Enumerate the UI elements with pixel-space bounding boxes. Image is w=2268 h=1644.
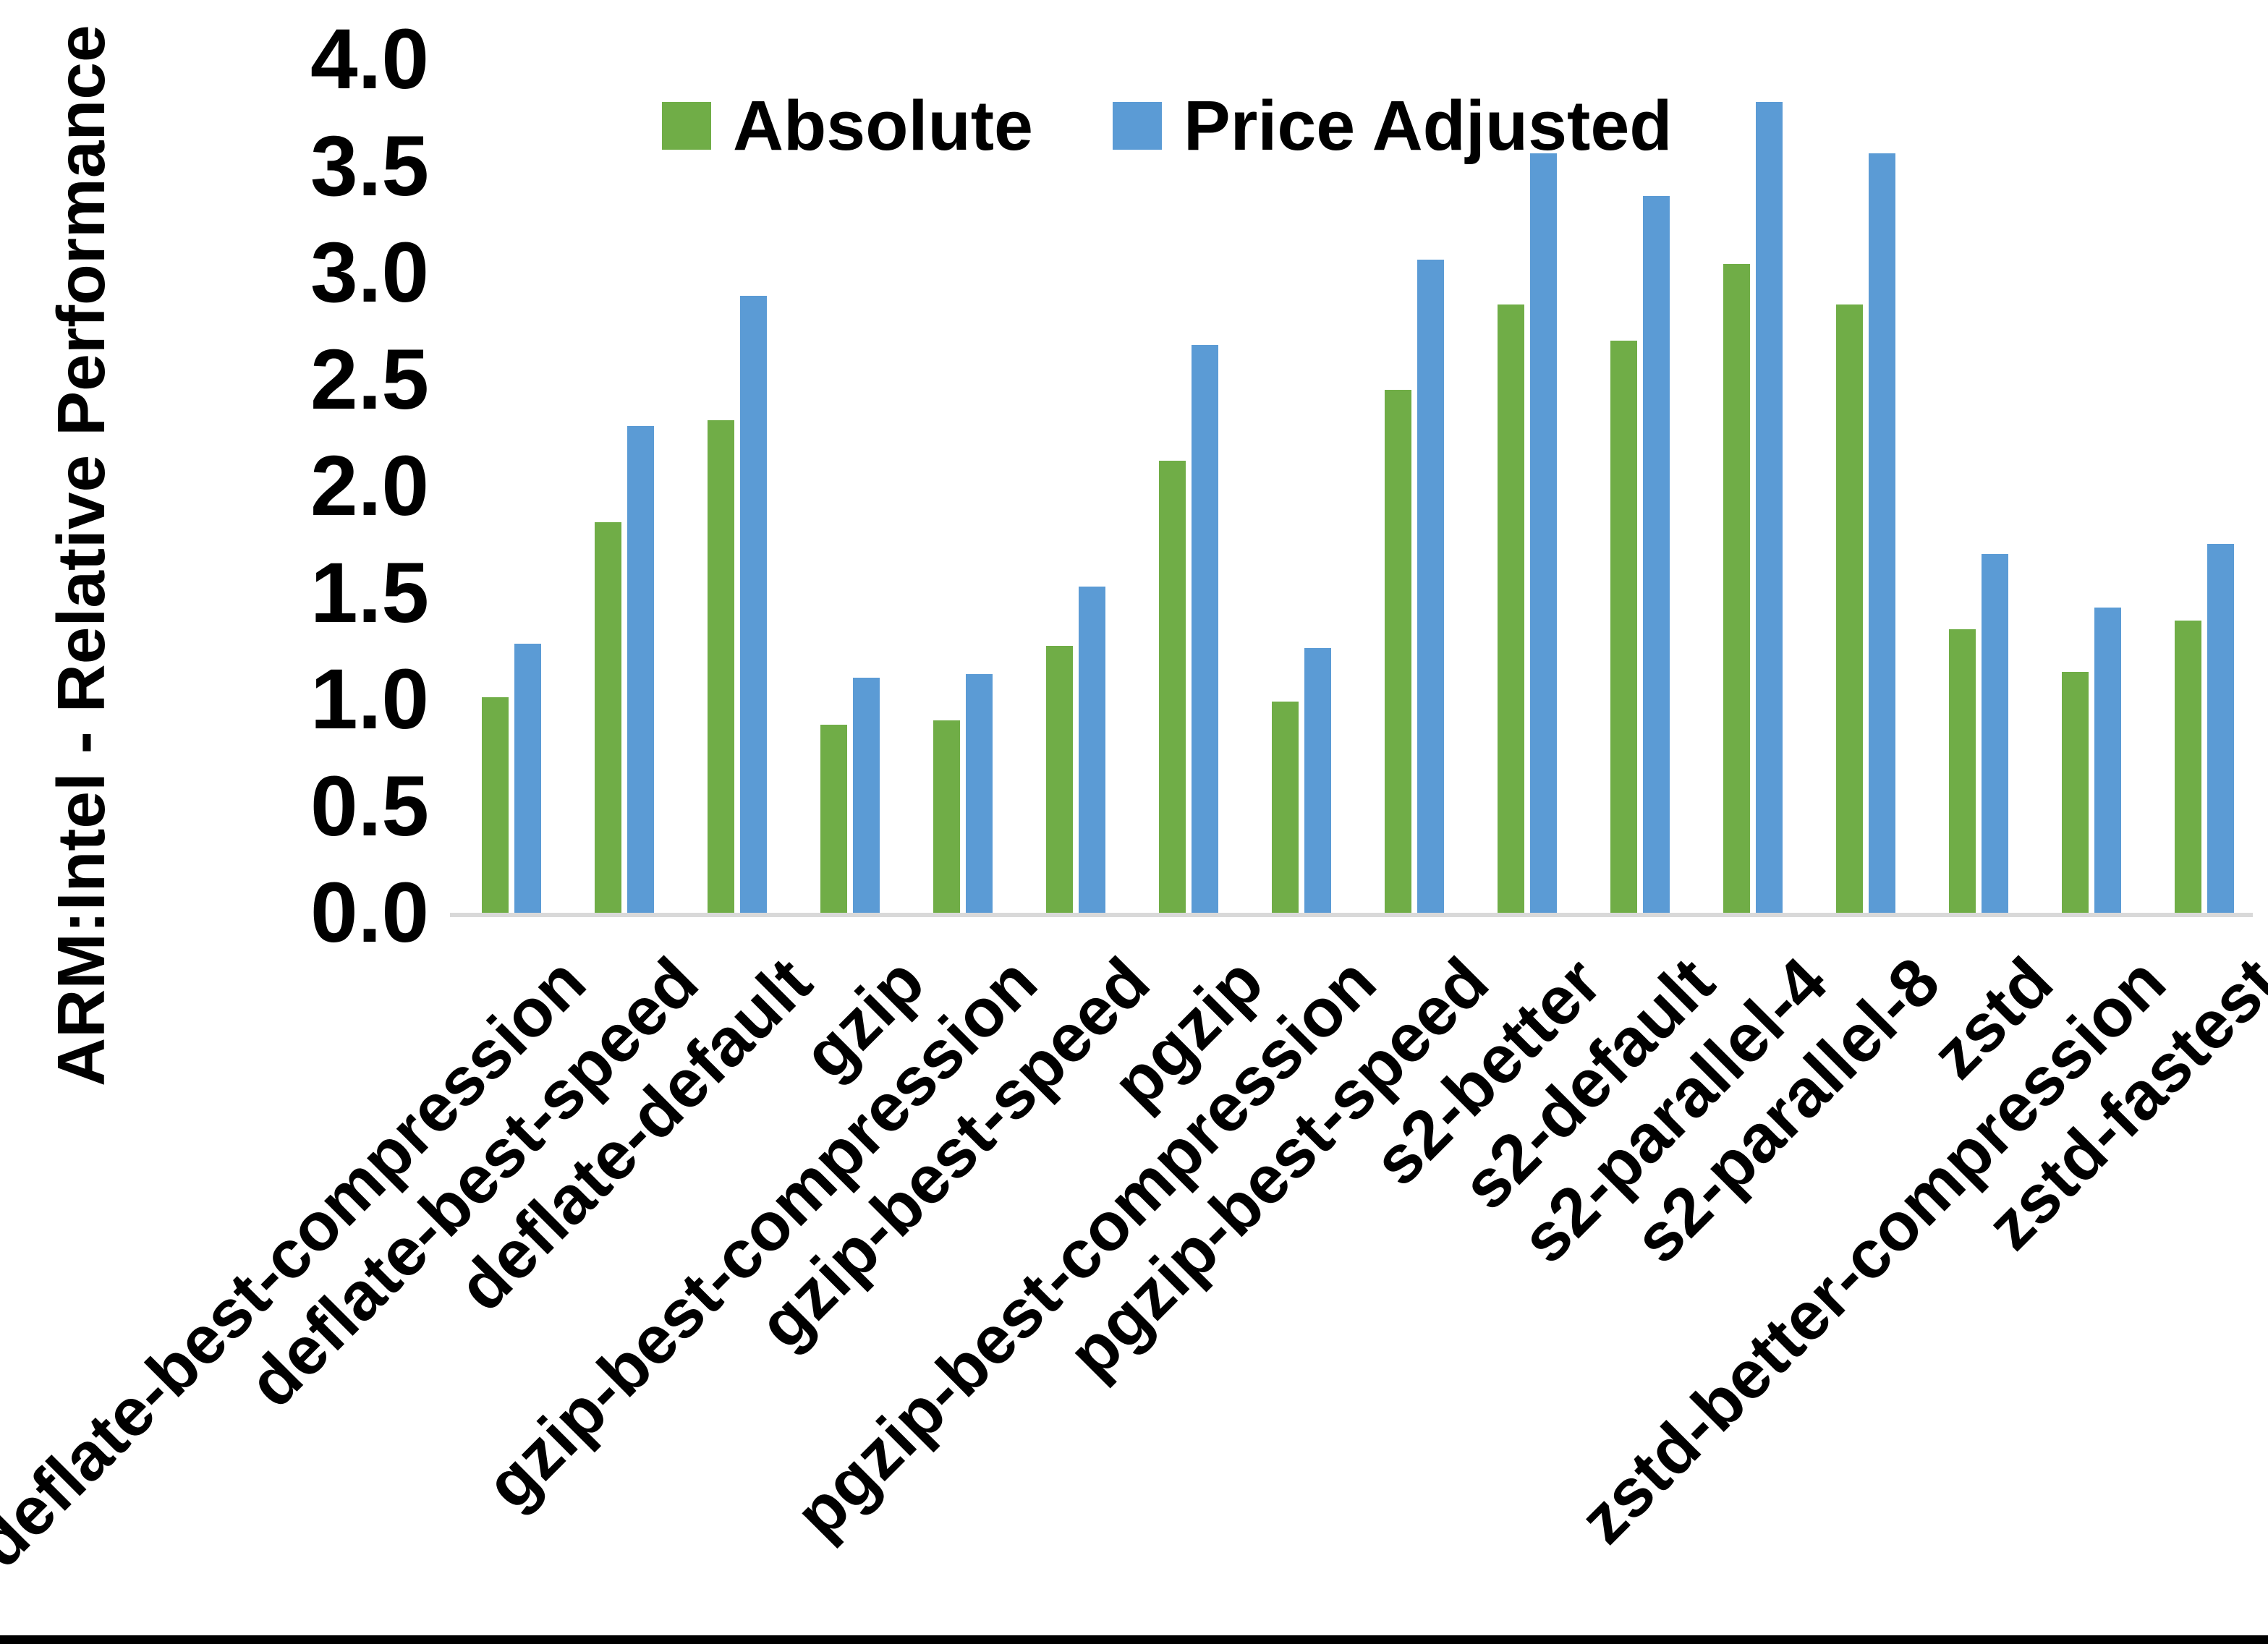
bar-price-adjusted-pgzip-best-compression bbox=[1304, 648, 1331, 913]
bar-absolute-s2-default bbox=[1610, 341, 1637, 913]
bar-absolute-zstd bbox=[1949, 629, 1976, 913]
bar-price-adjusted-gzip bbox=[853, 678, 880, 913]
bar-price-adjusted-pgzip bbox=[1192, 345, 1218, 913]
bar-price-adjusted-gzip-best-compression bbox=[966, 674, 993, 913]
y-tick-label-2.0: 2.0 bbox=[310, 438, 429, 534]
bar-absolute-pgzip-best-speed bbox=[1385, 390, 1411, 913]
bar-absolute-deflate-default bbox=[708, 420, 734, 913]
bar-absolute-deflate-best-speed bbox=[595, 522, 621, 913]
bottom-border bbox=[0, 1635, 2268, 1644]
bar-price-adjusted-pgzip-best-speed bbox=[1417, 260, 1444, 913]
bar-price-adjusted-zstd-fastest bbox=[2207, 544, 2234, 913]
y-tick-label-0.0: 0.0 bbox=[310, 865, 429, 961]
legend: Absolute Price Adjusted bbox=[662, 85, 1673, 166]
bar-price-adjusted-deflate-best-speed bbox=[627, 426, 654, 913]
bar-absolute-zstd-better-compression bbox=[2062, 672, 2089, 913]
bar-absolute-gzip-best-speed bbox=[1046, 646, 1073, 913]
legend-swatch-absolute bbox=[662, 102, 711, 150]
bar-price-adjusted-s2-parallel-4 bbox=[1756, 102, 1783, 913]
legend-label-price-adjusted: Price Adjusted bbox=[1183, 86, 1673, 165]
x-axis-line bbox=[450, 913, 2253, 917]
bar-absolute-pgzip bbox=[1159, 461, 1186, 913]
y-tick-label-2.5: 2.5 bbox=[310, 331, 429, 427]
bar-price-adjusted-zstd bbox=[1982, 554, 2008, 913]
bar-price-adjusted-gzip-best-speed bbox=[1079, 587, 1105, 913]
y-tick-label-0.5: 0.5 bbox=[310, 758, 429, 854]
legend-item-price-adjusted: Price Adjusted bbox=[1112, 85, 1673, 166]
legend-swatch-price-adjusted bbox=[1112, 102, 1162, 150]
y-tick-label-1.0: 1.0 bbox=[310, 652, 429, 747]
bar-price-adjusted-deflate-default bbox=[740, 296, 767, 913]
bar-price-adjusted-zstd-better-compression bbox=[2094, 608, 2121, 913]
bar-absolute-pgzip-best-compression bbox=[1272, 702, 1299, 913]
y-tick-label-3.5: 3.5 bbox=[310, 118, 429, 214]
legend-label-absolute: Absolute bbox=[733, 86, 1033, 165]
y-tick-label-1.5: 1.5 bbox=[310, 545, 429, 641]
bar-price-adjusted-s2-better bbox=[1530, 153, 1557, 913]
bar-absolute-gzip bbox=[820, 725, 847, 913]
legend-item-absolute: Absolute bbox=[662, 85, 1033, 166]
y-axis-title: ARM:Intel - Relative Performance bbox=[43, 25, 119, 1086]
y-tick-label-3.0: 3.0 bbox=[310, 225, 429, 320]
bar-absolute-gzip-best-compression bbox=[933, 720, 960, 913]
bar-absolute-deflate-best-compression bbox=[482, 697, 509, 913]
bar-absolute-zstd-fastest bbox=[2175, 621, 2201, 913]
y-tick-label-4.0: 4.0 bbox=[310, 12, 429, 107]
bar-absolute-s2-parallel-4 bbox=[1723, 264, 1750, 913]
bar-price-adjusted-s2-parallel-8 bbox=[1869, 153, 1895, 913]
bar-price-adjusted-s2-default bbox=[1643, 196, 1670, 913]
bar-price-adjusted-deflate-best-compression bbox=[514, 644, 541, 913]
bar-absolute-s2-parallel-8 bbox=[1836, 304, 1863, 913]
bar-absolute-s2-better bbox=[1498, 304, 1524, 913]
